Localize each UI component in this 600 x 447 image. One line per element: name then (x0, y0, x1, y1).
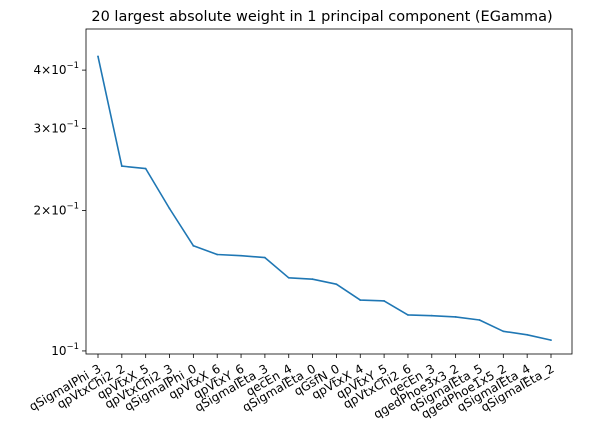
data-point (478, 319, 481, 321)
data-point (526, 333, 529, 336)
chart-title: 20 largest absolute weight in 1 principa… (91, 9, 552, 25)
y-tick-label: 4×10−1 (34, 61, 80, 77)
data-point (550, 339, 552, 341)
series-layer (97, 55, 552, 341)
data-point (192, 244, 195, 247)
data-point (359, 299, 362, 302)
x-axis: qSigmaIPhi_3qpVtxChi2_2qpVtxX_5qpVtxChi2… (27, 354, 557, 422)
y-tick-label: 3×10−1 (34, 119, 80, 135)
plot-area-frame (85, 28, 573, 355)
y-axis: 10−1 2×10−1 3×10−1 4×10−1 (34, 61, 86, 358)
data-point (216, 253, 219, 256)
data-point (407, 313, 409, 316)
data-point (454, 315, 457, 318)
data-point (168, 207, 171, 210)
data-point (144, 167, 147, 170)
data-point (120, 165, 123, 168)
data-point (430, 314, 433, 317)
data-point (97, 55, 99, 58)
data-point (263, 256, 266, 259)
data-point (287, 276, 290, 279)
data-point (311, 278, 314, 281)
data-point (335, 283, 338, 286)
data-point (502, 330, 505, 333)
y-tick-label: 10−1 (51, 342, 79, 358)
data-point (383, 300, 386, 302)
data-point (240, 254, 242, 257)
y-tick-label: 2×10−1 (34, 202, 80, 218)
series-line (97, 56, 552, 341)
